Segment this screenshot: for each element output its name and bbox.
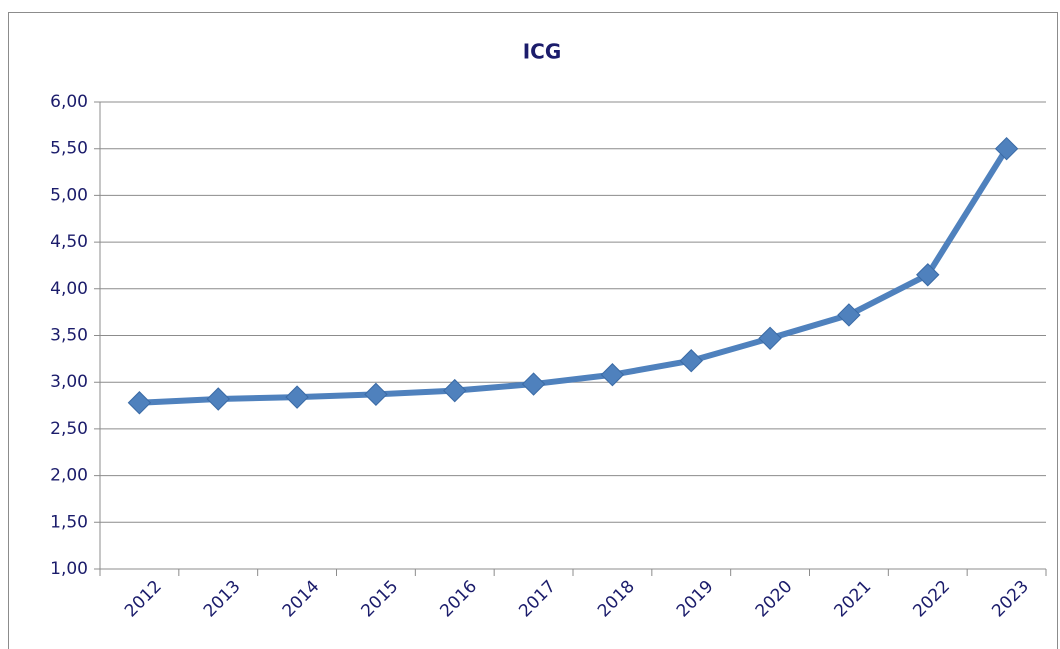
marker	[994, 136, 1019, 161]
y-tick-label: 4,50	[50, 232, 88, 252]
marker	[837, 303, 861, 327]
y-tick-label: 3,50	[50, 326, 88, 346]
y-tick-label: 3,00	[50, 372, 88, 392]
y-tick-label: 4,00	[50, 279, 88, 299]
marker	[521, 372, 546, 396]
chart-border	[8, 12, 1058, 649]
marker	[916, 263, 940, 287]
marker	[600, 363, 625, 387]
line	[139, 147, 1010, 406]
y-tick-label: 2,50	[50, 419, 88, 439]
y-tick-label: 1,50	[50, 512, 88, 532]
marker	[758, 326, 782, 351]
marker	[285, 385, 309, 409]
y-tick-label: 5,00	[50, 185, 88, 205]
marker	[364, 382, 388, 407]
chart-title: ICG	[523, 40, 562, 64]
y-tick-label: 2,00	[50, 466, 88, 486]
y-tick-label: 6,00	[50, 92, 88, 112]
y-tick-label: 1,00	[50, 559, 88, 579]
marker	[443, 378, 467, 403]
marker	[206, 387, 230, 411]
marker	[679, 349, 703, 373]
y-tick-label: 5,50	[50, 139, 88, 159]
marker	[127, 391, 152, 415]
